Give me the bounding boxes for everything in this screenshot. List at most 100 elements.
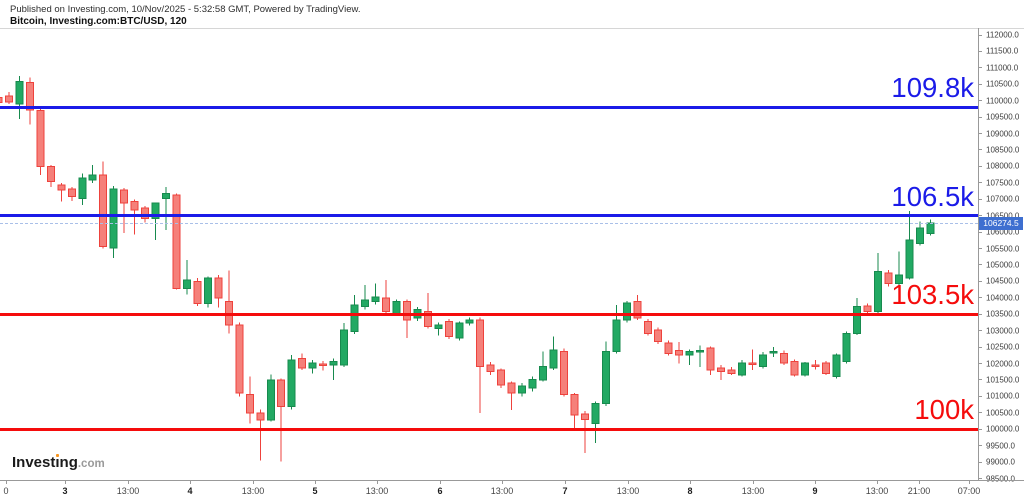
price-tick-label: 99000.0 xyxy=(986,457,1015,467)
candle[interactable] xyxy=(539,351,548,382)
candle[interactable] xyxy=(109,186,118,259)
candle[interactable] xyxy=(308,360,317,374)
price-tick-label: 102000.0 xyxy=(986,359,1020,369)
candle[interactable] xyxy=(769,347,778,357)
candle[interactable] xyxy=(758,352,767,369)
candle[interactable] xyxy=(580,411,589,453)
candle[interactable] xyxy=(549,336,558,371)
candle[interactable] xyxy=(601,341,610,407)
candle[interactable] xyxy=(25,77,34,125)
price-axis-tick xyxy=(979,100,982,102)
candle[interactable] xyxy=(905,210,914,280)
candle[interactable] xyxy=(476,317,485,414)
candle[interactable] xyxy=(895,251,904,286)
candle[interactable] xyxy=(717,365,726,380)
candle[interactable] xyxy=(779,350,788,366)
candle[interactable] xyxy=(654,327,663,344)
price-axis[interactable]: 112000.0 111500.0 111000.0 110500.0 110000.0… xyxy=(978,28,1024,483)
candle[interactable] xyxy=(172,193,181,290)
candle[interactable] xyxy=(4,92,13,104)
price-tick-label: 103000.0 xyxy=(986,326,1020,336)
candle[interactable] xyxy=(486,361,495,376)
candle[interactable] xyxy=(727,366,736,376)
candle[interactable] xyxy=(444,319,453,339)
candle[interactable] xyxy=(298,353,307,371)
candle[interactable] xyxy=(518,383,527,397)
candle[interactable] xyxy=(622,301,631,323)
candle[interactable] xyxy=(842,331,851,364)
candle[interactable] xyxy=(402,299,411,339)
candle[interactable] xyxy=(214,274,223,308)
candle[interactable] xyxy=(570,393,579,430)
level-line-100k[interactable] xyxy=(0,427,978,431)
candle[interactable] xyxy=(591,401,600,444)
candlestick-series[interactable] xyxy=(0,28,978,480)
candle[interactable] xyxy=(633,294,642,320)
candle[interactable] xyxy=(46,164,55,187)
candle[interactable] xyxy=(235,322,244,397)
candle[interactable] xyxy=(706,346,715,376)
candle[interactable] xyxy=(67,187,76,201)
candle[interactable] xyxy=(853,298,862,335)
candle[interactable] xyxy=(266,374,275,422)
candle[interactable] xyxy=(287,354,296,410)
candle-body xyxy=(476,319,485,367)
candle[interactable] xyxy=(507,381,516,410)
candle[interactable] xyxy=(245,376,254,424)
candle[interactable] xyxy=(78,173,87,205)
candle[interactable] xyxy=(340,323,349,367)
candle[interactable] xyxy=(916,221,925,246)
candle-body xyxy=(528,378,537,389)
candle[interactable] xyxy=(277,378,286,462)
candle[interactable] xyxy=(884,269,893,287)
candle[interactable] xyxy=(790,359,799,377)
candle[interactable] xyxy=(193,278,202,307)
candle[interactable] xyxy=(434,322,443,336)
candle[interactable] xyxy=(182,260,191,295)
candle[interactable] xyxy=(423,293,432,329)
level-line-106.5k[interactable] xyxy=(0,214,978,217)
candle[interactable] xyxy=(748,349,757,371)
candle[interactable] xyxy=(800,361,809,377)
candle[interactable] xyxy=(88,165,97,183)
candle[interactable] xyxy=(465,317,474,326)
candle[interactable] xyxy=(643,319,652,336)
candle[interactable] xyxy=(224,270,233,334)
candle[interactable] xyxy=(675,342,684,364)
time-axis[interactable]: 0 3 13:00 4 13:00 5 13:00 6 13:00 7 13:00 8 13:00 9 13… xyxy=(0,480,1024,499)
candle[interactable] xyxy=(0,94,3,105)
price-axis-tick xyxy=(979,461,982,463)
candle-body xyxy=(539,365,548,381)
candle[interactable] xyxy=(664,340,673,356)
candle[interactable] xyxy=(120,187,129,234)
candle[interactable] xyxy=(57,182,66,202)
candle[interactable] xyxy=(203,276,212,308)
candle[interactable] xyxy=(381,280,390,315)
candle[interactable] xyxy=(141,205,150,223)
candle[interactable] xyxy=(371,283,380,305)
candle[interactable] xyxy=(497,368,506,389)
candle[interactable] xyxy=(455,321,464,341)
price-chart-plot[interactable]: 109.8k 106.5k 103.5k 100k xyxy=(0,28,978,480)
candle[interactable] xyxy=(256,409,265,461)
candle[interactable] xyxy=(685,349,694,365)
candle[interactable] xyxy=(559,348,568,397)
candle[interactable] xyxy=(863,303,872,315)
level-line-109.8k[interactable] xyxy=(0,106,978,109)
candle[interactable] xyxy=(99,161,108,249)
candle[interactable] xyxy=(36,107,45,175)
candle[interactable] xyxy=(319,360,328,371)
candle[interactable] xyxy=(151,202,160,240)
candle[interactable] xyxy=(832,353,841,379)
candle[interactable] xyxy=(821,360,830,376)
level-line-103.5k[interactable] xyxy=(0,312,978,316)
candle[interactable] xyxy=(130,199,139,235)
candle[interactable] xyxy=(874,253,883,314)
candle[interactable] xyxy=(696,345,705,367)
candle[interactable] xyxy=(738,360,747,377)
candle[interactable] xyxy=(528,376,537,392)
candle[interactable] xyxy=(361,285,370,310)
candle[interactable] xyxy=(329,358,338,380)
candle[interactable] xyxy=(15,76,24,119)
candle[interactable] xyxy=(811,360,820,370)
